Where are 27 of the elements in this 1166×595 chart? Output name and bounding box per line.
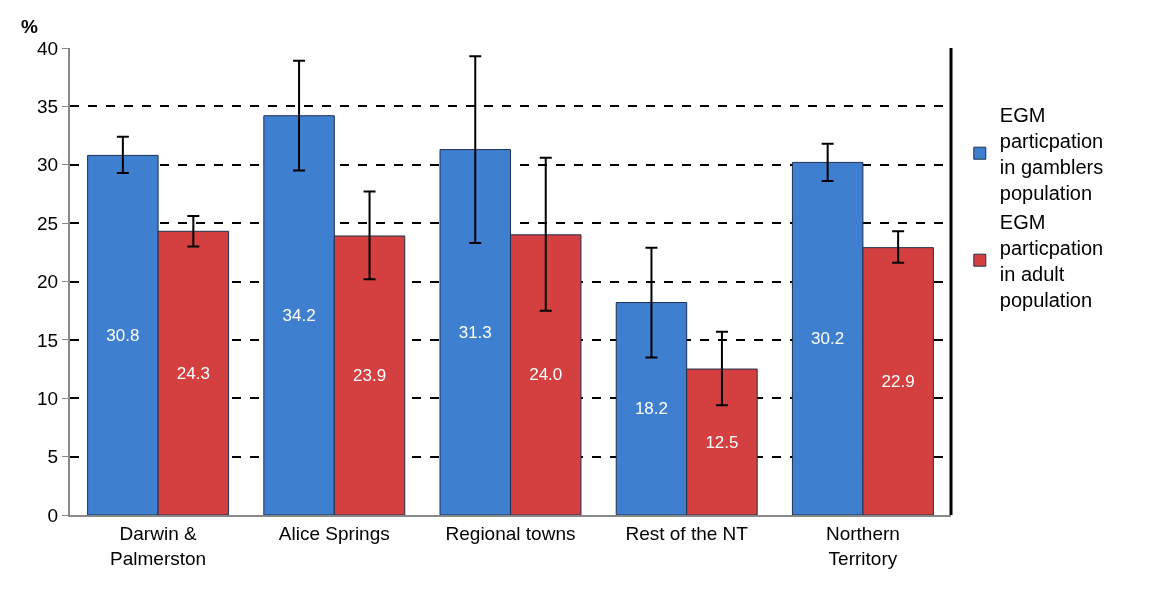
legend-label: EGM particpation in gamblers population bbox=[999, 104, 1104, 204]
x-tick-label: Regional towns bbox=[445, 522, 576, 544]
data-label: 18.2 bbox=[634, 399, 669, 419]
y-tick-label: 25 bbox=[37, 212, 59, 234]
data-label: 34.2 bbox=[282, 305, 316, 325]
y-tick-label: 30 bbox=[37, 154, 59, 176]
y-tick-label: 15 bbox=[37, 329, 59, 351]
y-tick-label: 5 bbox=[47, 446, 59, 468]
y-tick-label: 10 bbox=[37, 387, 59, 409]
y-tick-label: 40 bbox=[37, 37, 59, 59]
x-tick-label: Northern Territory bbox=[825, 522, 900, 569]
y-axis-title: % bbox=[21, 16, 38, 37]
data-label: 31.3 bbox=[458, 322, 492, 342]
data-label: 30.8 bbox=[106, 325, 140, 345]
data-label: 23.9 bbox=[352, 365, 387, 385]
x-tick-label: Darwin & Palmerston bbox=[110, 522, 207, 569]
data-label: 22.9 bbox=[881, 371, 915, 391]
legend-label: EGM particpation in adult population bbox=[999, 211, 1104, 311]
x-tick-label: Alice Springs bbox=[278, 522, 390, 544]
y-tick-label: 0 bbox=[47, 504, 59, 526]
data-label: 24.3 bbox=[176, 363, 210, 383]
data-label: 30.2 bbox=[811, 329, 845, 349]
y-tick-label: 20 bbox=[37, 271, 59, 293]
x-tick-label: Rest of the NT bbox=[625, 522, 749, 544]
data-label: 12.5 bbox=[705, 432, 739, 452]
y-tick-label: 35 bbox=[37, 96, 59, 118]
data-label: 24.0 bbox=[529, 365, 563, 385]
